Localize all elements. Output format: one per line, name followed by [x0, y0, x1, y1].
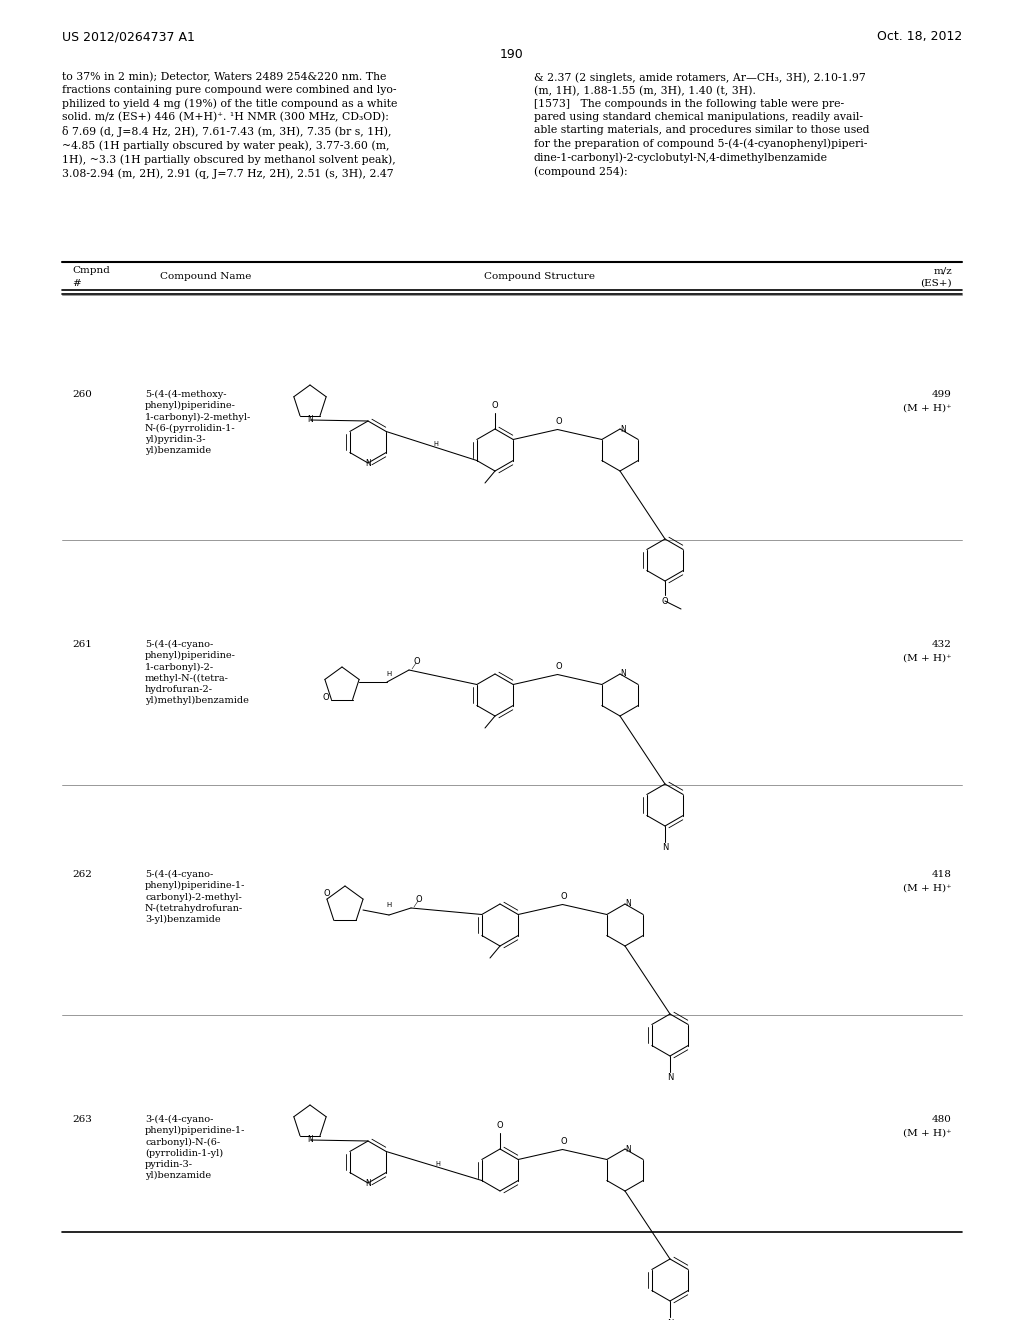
- Text: (M + H)⁺: (M + H)⁺: [903, 653, 952, 663]
- Text: m/z: m/z: [933, 267, 952, 275]
- Text: N: N: [625, 899, 631, 908]
- Text: (ES+): (ES+): [921, 279, 952, 288]
- Text: O: O: [560, 1137, 567, 1146]
- Text: O: O: [497, 1122, 504, 1130]
- Text: N: N: [307, 1135, 313, 1144]
- Text: Compound Name: Compound Name: [160, 272, 251, 281]
- Text: 5-(4-(4-cyano-
phenyl)piperidine-1-
carbonyl)-2-methyl-
N-(tetrahydrofuran-
3-yl: 5-(4-(4-cyano- phenyl)piperidine-1- carb…: [145, 870, 246, 924]
- Text: Oct. 18, 2012: Oct. 18, 2012: [877, 30, 962, 44]
- Text: O: O: [555, 417, 562, 426]
- Text: #: #: [72, 279, 81, 288]
- Text: O: O: [323, 693, 330, 702]
- Text: (M + H)⁺: (M + H)⁺: [903, 1129, 952, 1138]
- Text: to 37% in 2 min); Detector, Waters 2489 254&220 nm. The
fractions containing pur: to 37% in 2 min); Detector, Waters 2489 …: [62, 73, 397, 178]
- Text: H: H: [435, 1162, 440, 1167]
- Text: 432: 432: [932, 640, 952, 649]
- Text: N: N: [625, 1144, 631, 1154]
- Text: & 2.37 (2 singlets, amide rotamers, Ar—CH₃, 3H), 2.10-1.97
(m, 1H), 1.88-1.55 (m: & 2.37 (2 singlets, amide rotamers, Ar—C…: [534, 73, 869, 177]
- Text: H: H: [433, 441, 438, 447]
- Text: N: N: [667, 1319, 673, 1320]
- Text: 263: 263: [72, 1115, 92, 1125]
- Text: O: O: [324, 888, 331, 898]
- Text: N: N: [667, 1073, 673, 1082]
- Text: N: N: [662, 843, 669, 853]
- Text: O: O: [414, 657, 420, 667]
- Text: N: N: [621, 669, 626, 678]
- Text: 499: 499: [932, 389, 952, 399]
- Text: N: N: [366, 1179, 371, 1188]
- Text: H: H: [386, 902, 391, 908]
- Text: 190: 190: [500, 48, 524, 61]
- Text: (M + H)⁺: (M + H)⁺: [903, 884, 952, 894]
- Text: 418: 418: [932, 870, 952, 879]
- Text: O: O: [416, 895, 422, 904]
- Text: H: H: [386, 671, 391, 677]
- Text: Cmpnd: Cmpnd: [72, 267, 110, 275]
- Text: N: N: [621, 425, 626, 433]
- Text: 5-(4-(4-cyano-
phenyl)piperidine-
1-carbonyl)-2-
methyl-N-((tetra-
hydrofuran-2-: 5-(4-(4-cyano- phenyl)piperidine- 1-carb…: [145, 640, 249, 705]
- Text: (M + H)⁺: (M + H)⁺: [903, 404, 952, 413]
- Text: O: O: [560, 892, 567, 902]
- Text: O: O: [662, 597, 669, 606]
- Text: 5-(4-(4-methoxy-
phenyl)piperidine-
1-carbonyl)-2-methyl-
N-(6-(pyrrolidin-1-
yl: 5-(4-(4-methoxy- phenyl)piperidine- 1-ca…: [145, 389, 251, 455]
- Text: N: N: [307, 416, 313, 425]
- Text: 262: 262: [72, 870, 92, 879]
- Text: 480: 480: [932, 1115, 952, 1125]
- Text: 260: 260: [72, 389, 92, 399]
- Text: US 2012/0264737 A1: US 2012/0264737 A1: [62, 30, 195, 44]
- Text: O: O: [555, 663, 562, 671]
- Text: Compound Structure: Compound Structure: [484, 272, 596, 281]
- Text: 261: 261: [72, 640, 92, 649]
- Text: 3-(4-(4-cyano-
phenyl)piperidine-1-
carbonyl)-N-(6-
(pyrrolidin-1-yl)
pyridin-3-: 3-(4-(4-cyano- phenyl)piperidine-1- carb…: [145, 1115, 246, 1180]
- Text: O: O: [492, 401, 499, 411]
- Text: N: N: [366, 458, 371, 467]
